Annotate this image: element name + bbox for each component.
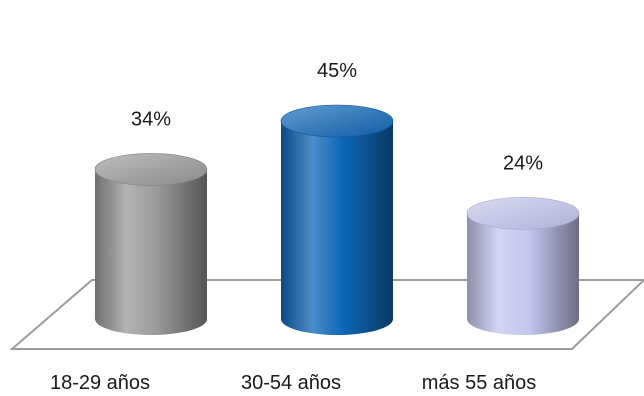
- bar-body-m-s-55-a-os: [467, 213, 579, 335]
- bar-m-s-55-a-os: [466, 197, 580, 335]
- category-label-30-54-a-os: 30-54 años: [241, 372, 341, 394]
- value-labels-group: 34% 45% 24%: [131, 60, 543, 174]
- bar-body-30-54-a-os: [281, 121, 393, 335]
- category-labels-group: 18-29 años 30-54 años más 55 años: [50, 372, 536, 394]
- bar-18-29-a-os: [94, 153, 208, 335]
- bars-group: [94, 104, 580, 335]
- bar-body-18-29-a-os: [95, 169, 207, 335]
- value-label-30-54-a-os: 45%: [317, 60, 357, 82]
- category-label-m-s-55-a-os: más 55 años: [422, 372, 537, 394]
- bar-top-30-54-a-os: [280, 104, 394, 138]
- bar-30-54-a-os: [280, 104, 394, 335]
- value-label-18-29-a-os: 34%: [131, 108, 171, 130]
- category-label-18-29-a-os: 18-29 años: [50, 372, 150, 394]
- bar-top-m-s-55-a-os: [466, 197, 580, 230]
- value-label-m-s-55-a-os: 24%: [503, 152, 543, 174]
- bar-top-18-29-a-os: [94, 153, 208, 186]
